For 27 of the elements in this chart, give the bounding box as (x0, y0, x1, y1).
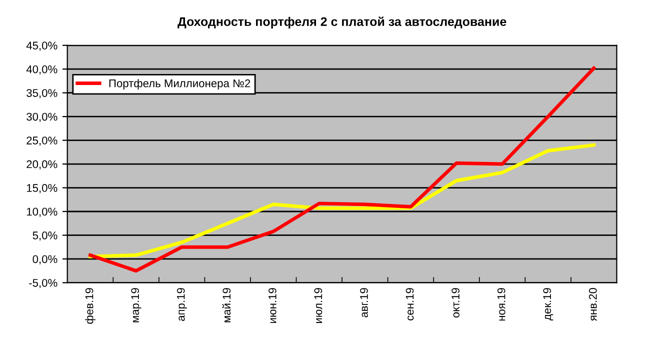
y-tick-label: 10,0% (26, 208, 58, 217)
y-tick-label: 20,0% (26, 160, 58, 170)
x-tick-label: апр.19 (176, 288, 187, 321)
x-tick-label: дек.19 (543, 288, 554, 320)
y-tick-label: 0,0% (32, 255, 58, 264)
y-tick-label: 25,0% (26, 136, 58, 146)
y-tick-label: -5,0% (29, 278, 58, 288)
y-tick-label: 30,0% (26, 112, 58, 122)
x-tick-label: сен.19 (406, 288, 414, 320)
legend-label: Портфель Миллионера №2 (109, 79, 250, 90)
x-tick-label: окт.19 (452, 288, 460, 318)
y-tick-label: 45,0% (26, 42, 58, 51)
x-tick-label: мар.19 (131, 288, 142, 322)
x-tick-label: янв.20 (588, 288, 597, 321)
line-series (88, 143, 596, 258)
x-tick-label: ноя.19 (497, 288, 506, 321)
y-tick-label: 35,0% (26, 89, 58, 98)
x-tick-label: май.19 (222, 288, 231, 322)
x-tick-label: июн.19 (268, 288, 276, 323)
y-tick-label: 5,0% (32, 231, 58, 241)
chart-title: Доходность портфеля 2 с платой за автоследование (178, 16, 506, 29)
y-tick-label: 15,0% (26, 184, 58, 194)
line-series (88, 66, 596, 273)
x-tick-label: фев.19 (85, 288, 96, 324)
x-tick-label: авг.19 (360, 288, 368, 318)
y-tick-label: 40,0% (26, 65, 58, 75)
x-tick-label: июл.19 (314, 288, 322, 323)
